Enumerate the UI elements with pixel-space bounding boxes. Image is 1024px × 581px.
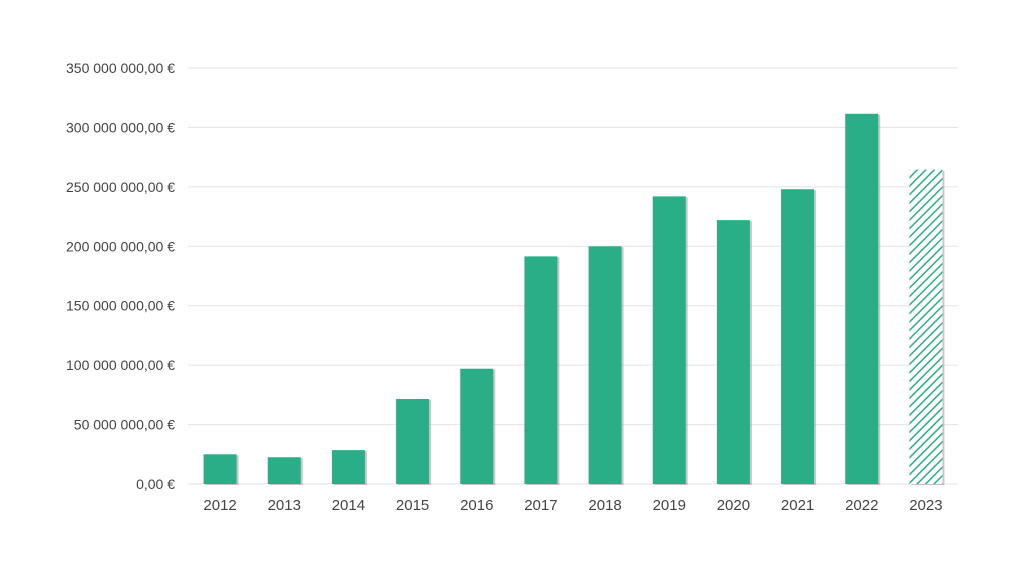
- y-tick-label: 150 000 000,00 €: [66, 298, 175, 314]
- bar-2012: [203, 454, 237, 484]
- y-tick-label: 100 000 000,00 €: [66, 357, 175, 373]
- x-tick-label: 2018: [588, 497, 621, 514]
- bar-2015: [396, 399, 430, 484]
- y-tick-label: 0,00 €: [136, 476, 175, 492]
- bar-2020: [716, 220, 750, 484]
- y-tick-label: 300 000 000,00 €: [66, 119, 175, 135]
- x-tick-label: 2021: [781, 497, 814, 514]
- x-tick-label: 2020: [717, 497, 750, 514]
- bar-2019: [652, 196, 686, 484]
- bar-2022: [845, 113, 879, 484]
- x-axis: 2012 2013 2014 2015 2016 2017 2018 2019 2020 2021…: [203, 497, 942, 514]
- x-tick-label: 2022: [845, 497, 878, 514]
- bar-2013: [267, 457, 301, 484]
- x-tick-label: 2016: [460, 497, 493, 514]
- y-axis: 0,00 € 50 000 000,00 € 100 000 000,00 € 150…: [66, 60, 175, 492]
- gridlines: [188, 67, 958, 485]
- x-tick-label: 2012: [203, 497, 236, 514]
- x-tick-label: 2014: [332, 497, 365, 514]
- y-tick-label: 200 000 000,00 €: [66, 238, 175, 254]
- x-tick-label: 2013: [268, 497, 301, 514]
- bar-2014: [331, 450, 365, 484]
- x-tick-label: 2019: [653, 497, 686, 514]
- bar-2016: [460, 368, 494, 484]
- x-tick-label: 2017: [524, 497, 557, 514]
- bar-2021: [781, 189, 815, 484]
- bar-2023: [909, 169, 943, 484]
- bars: [203, 113, 945, 485]
- y-tick-label: 250 000 000,00 €: [66, 179, 175, 195]
- x-tick-label: 2015: [396, 497, 429, 514]
- y-tick-label: 350 000 000,00 €: [66, 60, 175, 76]
- x-tick-label: 2023: [909, 497, 942, 514]
- bar-2018: [588, 246, 622, 484]
- bar-2017: [524, 256, 558, 484]
- y-tick-label: 50 000 000,00 €: [74, 417, 175, 433]
